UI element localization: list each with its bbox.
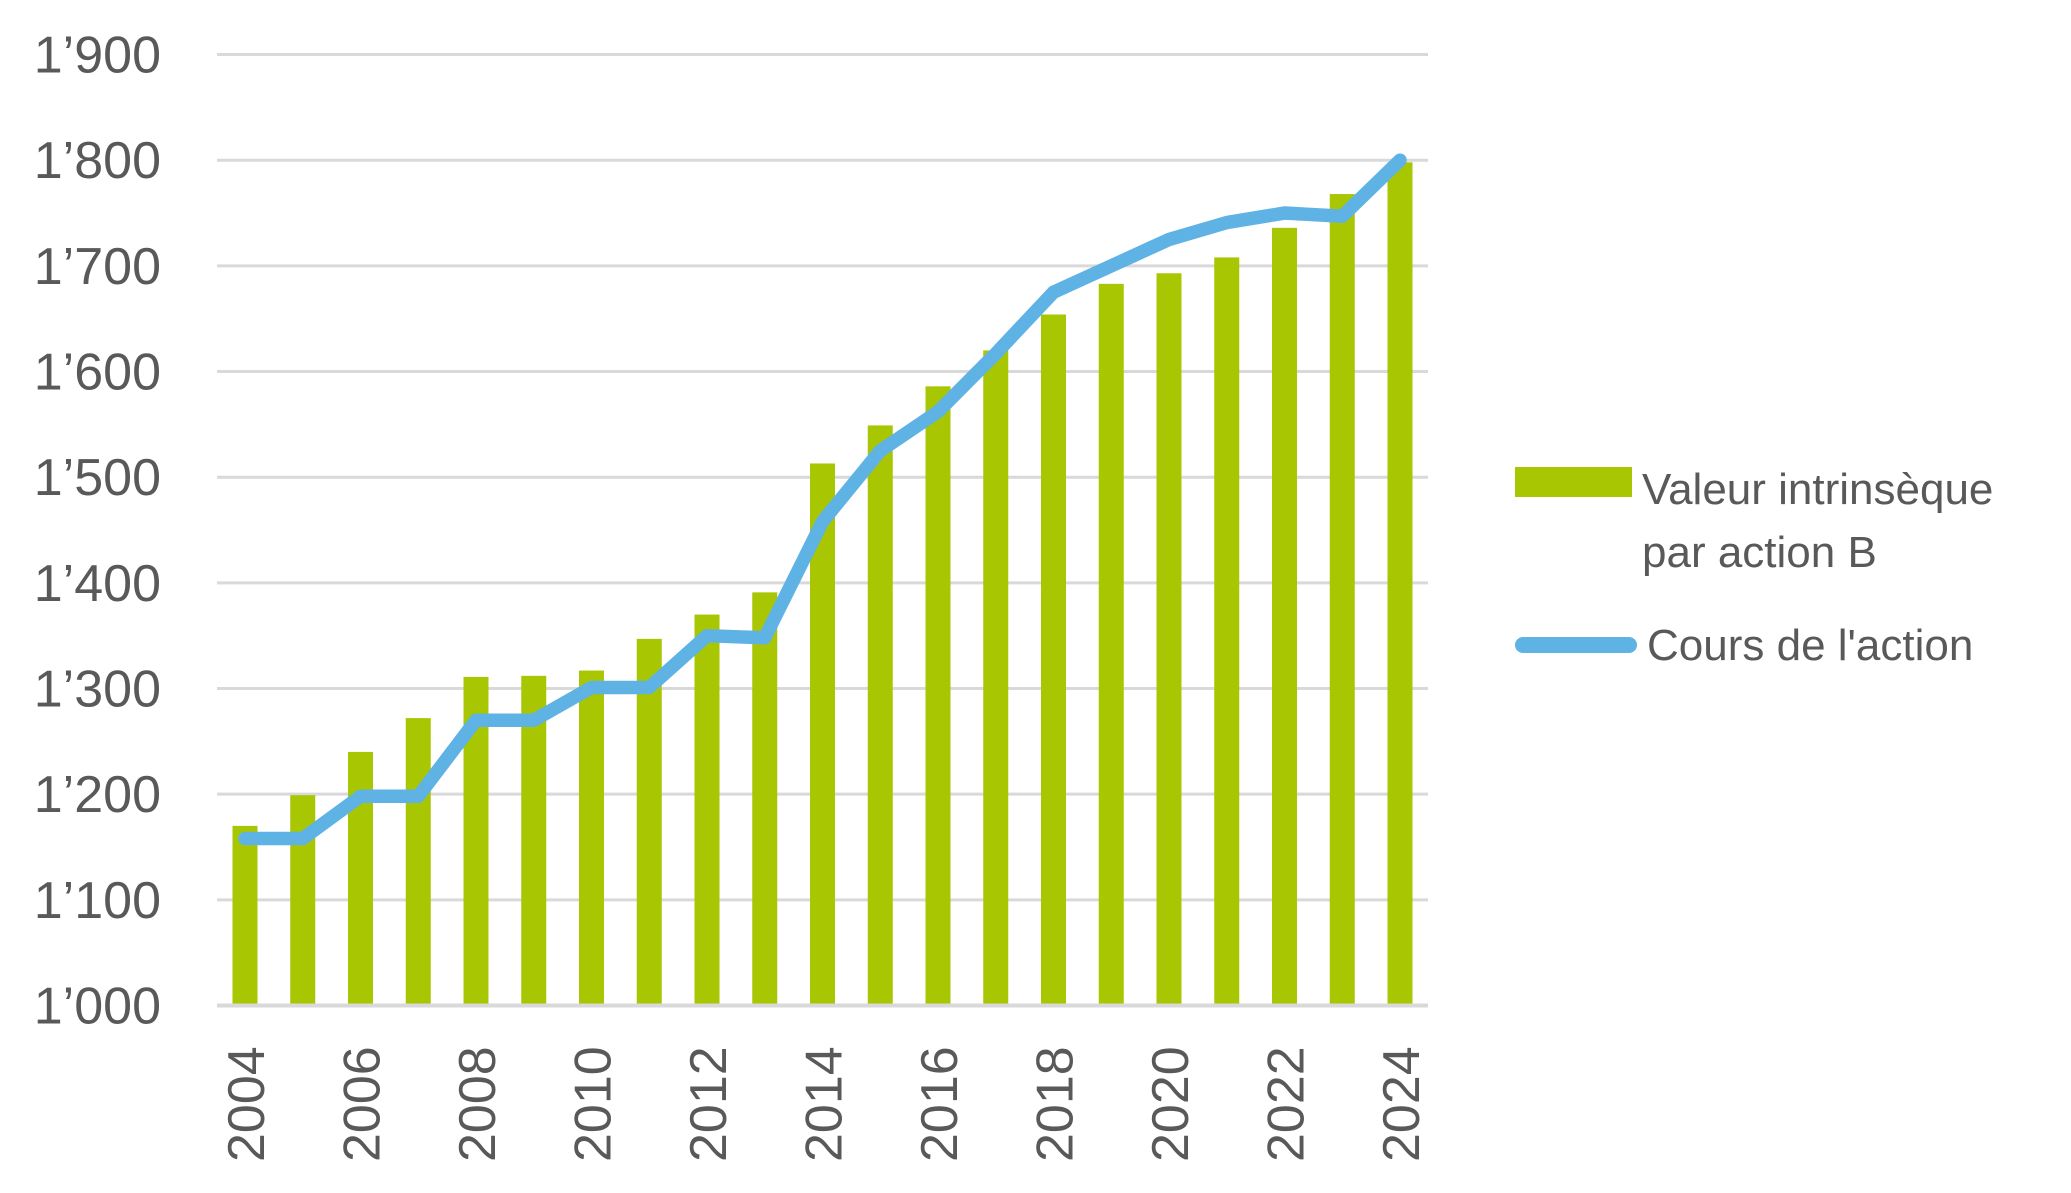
y-axis-tick-label: 1’200: [34, 766, 161, 824]
bar-2020: [1156, 273, 1182, 1006]
x-axis-tick-label: 2010: [565, 1046, 623, 1162]
y-axis-tick-label: 1’600: [34, 344, 161, 402]
bar-2016: [925, 386, 951, 1006]
y-axis-tick-label: 1’800: [34, 132, 161, 190]
bar-2009: [521, 675, 547, 1006]
bar-2024: [1387, 162, 1413, 1006]
y-axis-tick-label: 1’400: [34, 555, 161, 613]
y-axis-tick-label: 1’300: [34, 661, 161, 719]
bar-2022: [1272, 227, 1297, 1006]
legend-bar-swatch: [1515, 467, 1632, 497]
y-axis-tick-label: 1’700: [34, 238, 161, 296]
share-price-line: [238, 153, 1407, 846]
x-axis-tick-label: 2014: [796, 1046, 854, 1162]
x-axis-tick-label: 2022: [1258, 1046, 1316, 1162]
bar-2013: [752, 592, 778, 1006]
legend-item-valeur-intrinseque: Valeur intrinsèque par action B: [1515, 458, 2060, 584]
y-axis-tick-label: 1’900: [34, 27, 161, 85]
chart-legend: Valeur intrinsèque par action B Cours de…: [1515, 458, 2060, 677]
bar-2014: [810, 463, 835, 1006]
legend-label-valeur-intrinseque: Valeur intrinsèque par action B: [1642, 465, 1994, 577]
bar-2018: [1041, 314, 1066, 1006]
bar-2012: [694, 614, 720, 1006]
x-axis-tick-label: 2006: [334, 1046, 392, 1162]
legend-line-swatch: [1515, 637, 1637, 653]
bar-2010: [579, 670, 604, 1006]
bar-2004: [232, 825, 258, 1006]
x-axis-tick-label: 2012: [680, 1046, 738, 1162]
legend-item-cours-action: Cours de l'action: [1515, 614, 2060, 677]
bar-2021: [1214, 257, 1240, 1006]
bar-2019: [1098, 283, 1124, 1006]
x-axis-tick-label: 2024: [1373, 1046, 1431, 1162]
bar-2007: [405, 718, 431, 1006]
y-axis-tick-label: 1’100: [34, 872, 161, 930]
bar-2015: [867, 425, 893, 1006]
y-axis-tick-label: 1’000: [34, 978, 161, 1036]
bar-2017: [983, 350, 1009, 1006]
bar-2023: [1329, 194, 1355, 1006]
x-axis-tick-label: 2004: [218, 1046, 276, 1162]
x-axis-tick-label: 2018: [1027, 1046, 1085, 1162]
y-axis-tick-label: 1’500: [34, 449, 161, 507]
legend-label-cours-action: Cours de l'action: [1647, 621, 1974, 670]
bar-2011: [636, 638, 662, 1006]
x-axis-tick-label: 2020: [1142, 1046, 1200, 1162]
x-axis-tick-label: 2008: [449, 1046, 507, 1162]
x-axis-tick-label: 2016: [911, 1046, 969, 1162]
